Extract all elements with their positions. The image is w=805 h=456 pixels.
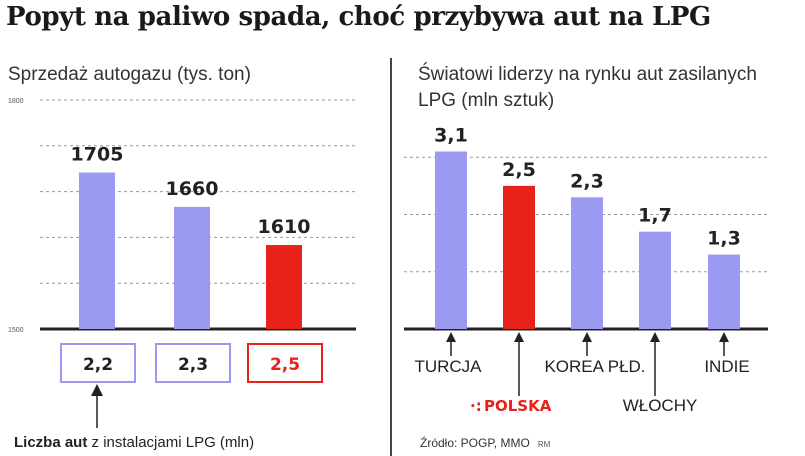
left-bar-value-label: 1705 — [71, 144, 124, 166]
right-bar — [503, 185, 535, 329]
left-bar — [79, 172, 115, 329]
right-bar-value-label: 3,1 — [434, 125, 468, 147]
category-label: WŁOCHY — [623, 396, 698, 415]
left-bar-value-label: 1610 — [258, 216, 311, 238]
right-bar-value-label: 1,7 — [638, 205, 672, 227]
lpg-cars-box-value: 2,3 — [178, 355, 208, 375]
category-label: TURCJA — [414, 357, 482, 376]
category-arrowhead — [719, 332, 729, 342]
left-bar — [266, 245, 302, 329]
left-ytick-bottom: 1500 — [8, 327, 24, 334]
right-bar — [639, 231, 671, 329]
right-bar-value-label: 2,3 — [570, 170, 604, 192]
category-arrowhead — [582, 332, 592, 342]
lpg-cars-box — [155, 343, 231, 383]
caption-arrowhead — [91, 384, 103, 396]
polska-marker-dots: ·: — [470, 397, 482, 415]
right-bar — [571, 197, 603, 329]
chart-title: Popyt na paliwo spada, choć przybywa aut… — [6, 2, 711, 32]
left-bar — [174, 206, 210, 329]
left-bar-value-label: 1660 — [166, 178, 219, 200]
category-label: INDIE — [704, 357, 749, 376]
right-bar — [708, 254, 740, 329]
left-ytick-top: 1800 — [8, 98, 24, 105]
category-label: KOREA PŁD. — [544, 357, 645, 376]
source-text: Źródło: POGP, MMO — [420, 436, 530, 450]
source-note: Źródło: POGP, MMO RM — [420, 436, 550, 450]
left-chart-title: Sprzedaż autogazu (tys. ton) — [8, 64, 251, 85]
author-initials: RM — [537, 440, 551, 449]
panel-divider — [390, 58, 392, 456]
lpg-cars-caption: Liczba aut z instalacjami LPG (mln) — [14, 434, 254, 451]
category-label: POLSKA — [484, 397, 552, 415]
right-chart-title: Światowi liderzy na rynku aut zasilanych… — [418, 64, 757, 111]
lpg-cars-caption-bold: Liczba aut — [14, 434, 88, 451]
lpg-cars-box — [60, 343, 136, 383]
lpg-cars-box-value: 2,2 — [83, 355, 113, 375]
right-bar-value-label: 2,5 — [502, 159, 536, 181]
category-arrowhead — [514, 332, 524, 342]
lpg-cars-caption-rest: z instalacjami LPG (mln) — [87, 434, 255, 451]
lpg-cars-box — [247, 343, 323, 383]
lpg-cars-box-value: 2,5 — [270, 355, 300, 375]
right-bar — [435, 151, 467, 329]
category-arrowhead — [650, 332, 660, 342]
right-bar-value-label: 1,3 — [707, 228, 741, 250]
category-arrowhead — [446, 332, 456, 342]
